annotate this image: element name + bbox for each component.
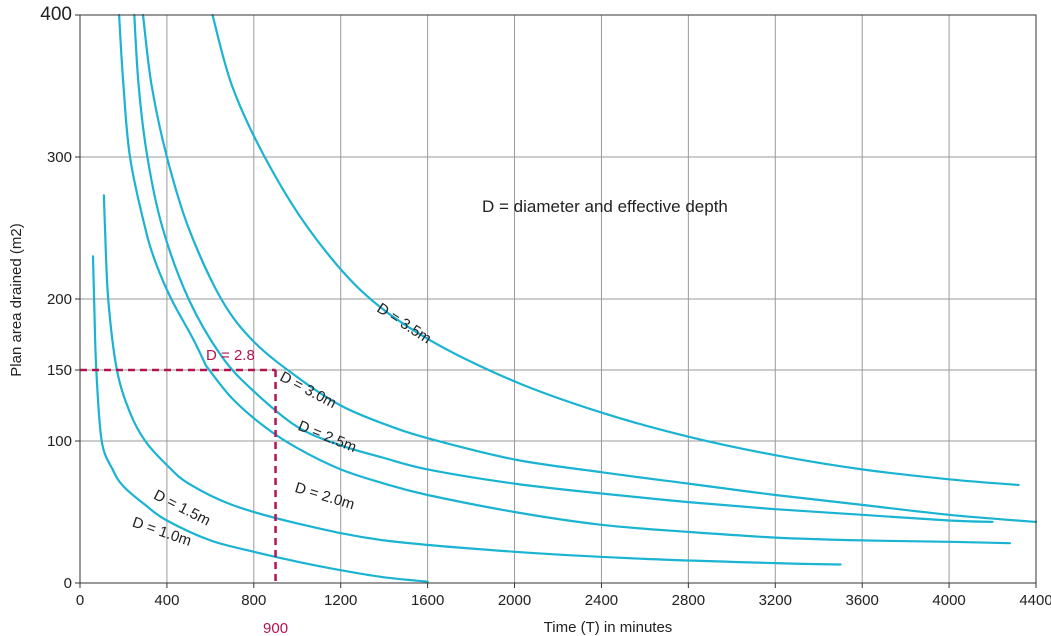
series-line-4 bbox=[133, 13, 994, 523]
series-line-1 bbox=[102, 194, 842, 566]
tick-labels: 0 400 800 1200 1600 2000 2400 2800 3200 3600 4000 4… bbox=[40, 4, 1051, 609]
series-line-5 bbox=[141, 13, 1038, 523]
curve-group bbox=[91, 13, 1038, 583]
annotation-x-label: 900 bbox=[263, 620, 288, 636]
annotation-group: D = 2.8 900 bbox=[80, 347, 288, 636]
y-tick-label: 0 bbox=[64, 575, 72, 592]
y-axis-title: Plan area drained (m2) bbox=[8, 223, 25, 376]
curve-label: D = 1.0m bbox=[130, 514, 193, 550]
curve-label: D = 2.0m bbox=[293, 479, 357, 513]
annotation-label: D = 2.8 bbox=[206, 347, 255, 364]
chart-note: D = diameter and effective depth bbox=[482, 197, 728, 216]
y-tick-label: 300 bbox=[47, 149, 72, 166]
x-tick-label: 2400 bbox=[585, 592, 618, 609]
curve-label: D = 3.5m bbox=[374, 300, 435, 348]
x-tick-label: 1200 bbox=[324, 592, 357, 609]
x-tick-label: 0 bbox=[76, 592, 84, 609]
grid-lines bbox=[80, 15, 1036, 583]
x-tick-label: 3200 bbox=[759, 592, 792, 609]
y-tick-label: 150 bbox=[47, 362, 72, 379]
curve-label: D = 3.0m bbox=[277, 368, 339, 412]
x-tick-label: 2000 bbox=[498, 592, 531, 609]
y-tick-label: 400 bbox=[40, 4, 72, 25]
x-tick-label: 3600 bbox=[845, 592, 878, 609]
y-tick-label: 200 bbox=[47, 291, 72, 308]
series-line-2 bbox=[118, 13, 208, 367]
x-tick-label: 4400 bbox=[1019, 592, 1051, 609]
series-line-6 bbox=[211, 13, 1020, 487]
y-tick-label: 100 bbox=[47, 433, 72, 450]
x-tick-label: 400 bbox=[154, 592, 179, 609]
x-tick-label: 2800 bbox=[672, 592, 705, 609]
x-tick-label: 4000 bbox=[932, 592, 965, 609]
x-tick-label: 800 bbox=[241, 592, 266, 609]
curve-label: D = 2.5m bbox=[296, 417, 359, 456]
x-axis-title: Time (T) in minutes bbox=[544, 619, 673, 636]
x-tick-label: 1600 bbox=[411, 592, 444, 609]
